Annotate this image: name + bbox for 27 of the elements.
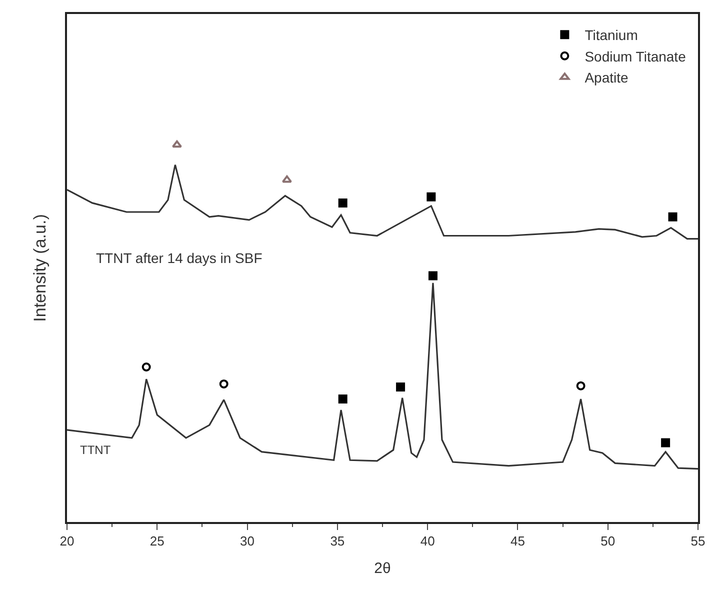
x-tick-label: 25 <box>150 533 164 548</box>
x-tick-label: 35 <box>330 533 345 548</box>
point <box>219 379 228 388</box>
point <box>338 198 348 208</box>
series-label: TTNT <box>80 443 112 457</box>
x-axis-title: 2θ <box>374 560 391 577</box>
x-tick-label: 55 <box>690 533 706 548</box>
y-axis-title: Intensity (a.u.) <box>30 214 50 322</box>
point <box>426 192 436 202</box>
legend-label: Titanium <box>584 27 638 44</box>
legend-label: Sodium Titanate <box>584 48 686 64</box>
point <box>576 381 586 390</box>
x-tick-label: 40 <box>420 533 435 548</box>
legend-label: Apatite <box>584 70 628 86</box>
point <box>668 212 678 222</box>
x-tick-label: 30 <box>240 533 255 548</box>
point <box>396 382 406 392</box>
text: TTNT after 14 days in SBF <box>96 250 262 266</box>
point <box>172 140 182 148</box>
x-tick-label: 20 <box>60 533 74 548</box>
point <box>142 362 151 372</box>
point <box>282 175 292 183</box>
point <box>661 438 670 448</box>
point <box>338 394 348 404</box>
point <box>428 271 438 280</box>
x-tick-label: 50 <box>600 533 616 548</box>
x-tick-label: 45 <box>510 533 525 548</box>
